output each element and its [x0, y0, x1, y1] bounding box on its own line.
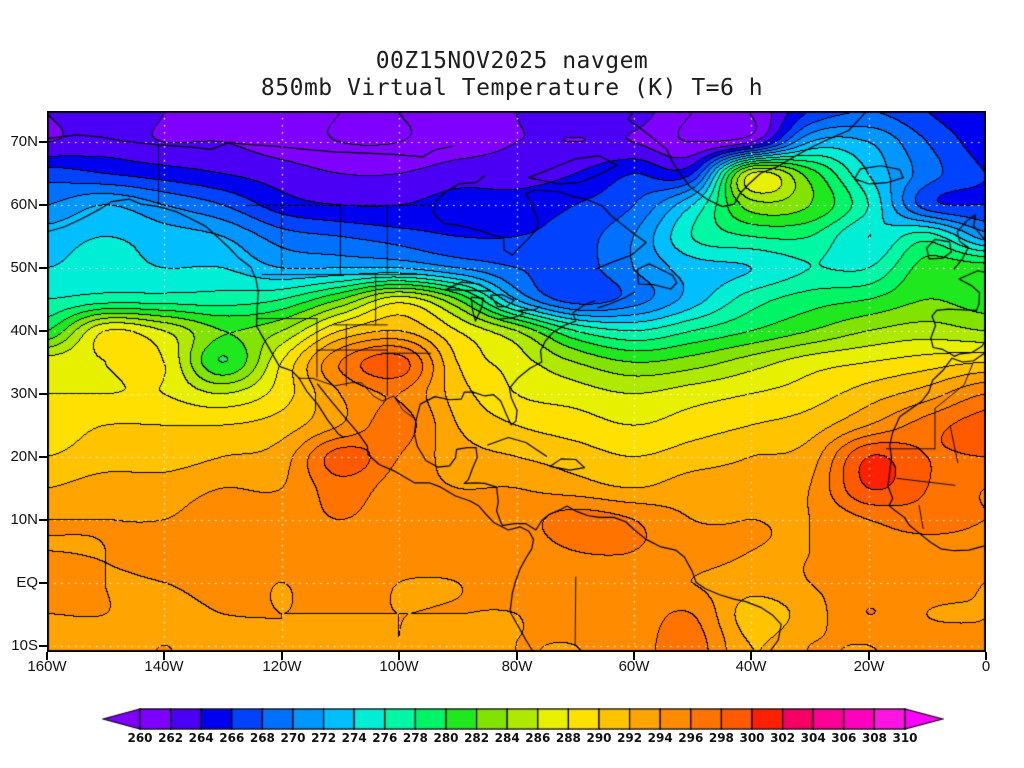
colorbar-tick-label: 286 [525, 731, 551, 745]
colorbar-tick-label: 290 [586, 731, 612, 745]
colorbar-tick-label: 306 [831, 731, 857, 745]
colorbar-tick-label: 270 [280, 731, 306, 745]
y-axis-tick [39, 645, 47, 647]
colorbar-tick-label: 266 [219, 731, 245, 745]
y-axis-tick [39, 204, 47, 206]
colorbar-tick-label: 298 [708, 731, 734, 745]
colorbar-tick-label: 274 [341, 731, 367, 745]
x-axis-label: 140W [144, 658, 184, 675]
colorbar-tick-label: 300 [739, 731, 765, 745]
y-axis-tick [39, 267, 47, 269]
x-axis-tick [633, 652, 635, 660]
y-axis-label: 10N [10, 511, 38, 528]
colorbar-tick-label: 302 [770, 731, 796, 745]
colorbar-tick-label: 280 [433, 731, 459, 745]
colorbar-tick-label: 260 [127, 731, 153, 745]
colorbar-tick-label: 278 [402, 731, 428, 745]
x-axis-tick [750, 652, 752, 660]
y-axis-tick [39, 456, 47, 458]
x-axis-label: 80W [501, 658, 533, 675]
y-axis-label: 70N [10, 133, 38, 150]
colorbar-canvas [102, 708, 944, 730]
colorbar-tick-label: 294 [647, 731, 673, 745]
x-axis-label: 100W [379, 658, 419, 675]
chart-title-datetime-model: 00Z15NOV2025 navgem [375, 48, 649, 74]
colorbar-tick-label: 288 [555, 731, 581, 745]
y-axis-label: 20N [10, 448, 38, 465]
x-axis-tick [516, 652, 518, 660]
colorbar-tick-label: 310 [892, 731, 918, 745]
x-axis-tick [281, 652, 283, 660]
colorbar-tick-label: 284 [494, 731, 520, 745]
x-axis-label: 20W [853, 658, 885, 675]
y-axis-label: 60N [10, 196, 38, 213]
x-axis-label: 0 [981, 658, 991, 675]
y-axis-label: EQ [16, 574, 38, 591]
colorbar-tick-label: 276 [372, 731, 398, 745]
map-plot-area [47, 111, 986, 652]
y-axis-tick [39, 582, 47, 584]
temperature-filled-contour-canvas [47, 111, 986, 652]
chart-title-variable: 850mb Virtual Temperature (K) T=6 h [260, 75, 764, 101]
y-axis-tick [39, 330, 47, 332]
colorbar-tick-label: 262 [158, 731, 184, 745]
x-axis-tick [985, 652, 987, 660]
y-axis-label: 50N [10, 259, 38, 276]
x-axis-label: 60W [618, 658, 650, 675]
y-axis-label: 30N [10, 385, 38, 402]
x-axis-label: 120W [262, 658, 302, 675]
y-axis-tick [39, 141, 47, 143]
x-axis-label: 40W [735, 658, 767, 675]
y-axis-tick [39, 519, 47, 521]
colorbar-tick-label: 264 [188, 731, 214, 745]
x-axis-tick [398, 652, 400, 660]
x-axis-tick [163, 652, 165, 660]
x-axis-tick [868, 652, 870, 660]
y-axis-tick [39, 393, 47, 395]
colorbar-tick-label: 268 [249, 731, 275, 745]
colorbar-tick-label: 304 [800, 731, 826, 745]
y-axis-label: 40N [10, 322, 38, 339]
colorbar-tick-label: 282 [464, 731, 490, 745]
x-axis-tick [46, 652, 48, 660]
colorbar-tick-label: 296 [678, 731, 704, 745]
x-axis-label: 160W [27, 658, 67, 675]
y-axis-label: 10S [11, 637, 38, 654]
colorbar-tick-label: 272 [311, 731, 337, 745]
colorbar-tick-label: 308 [861, 731, 887, 745]
colorbar-tick-label: 292 [617, 731, 643, 745]
